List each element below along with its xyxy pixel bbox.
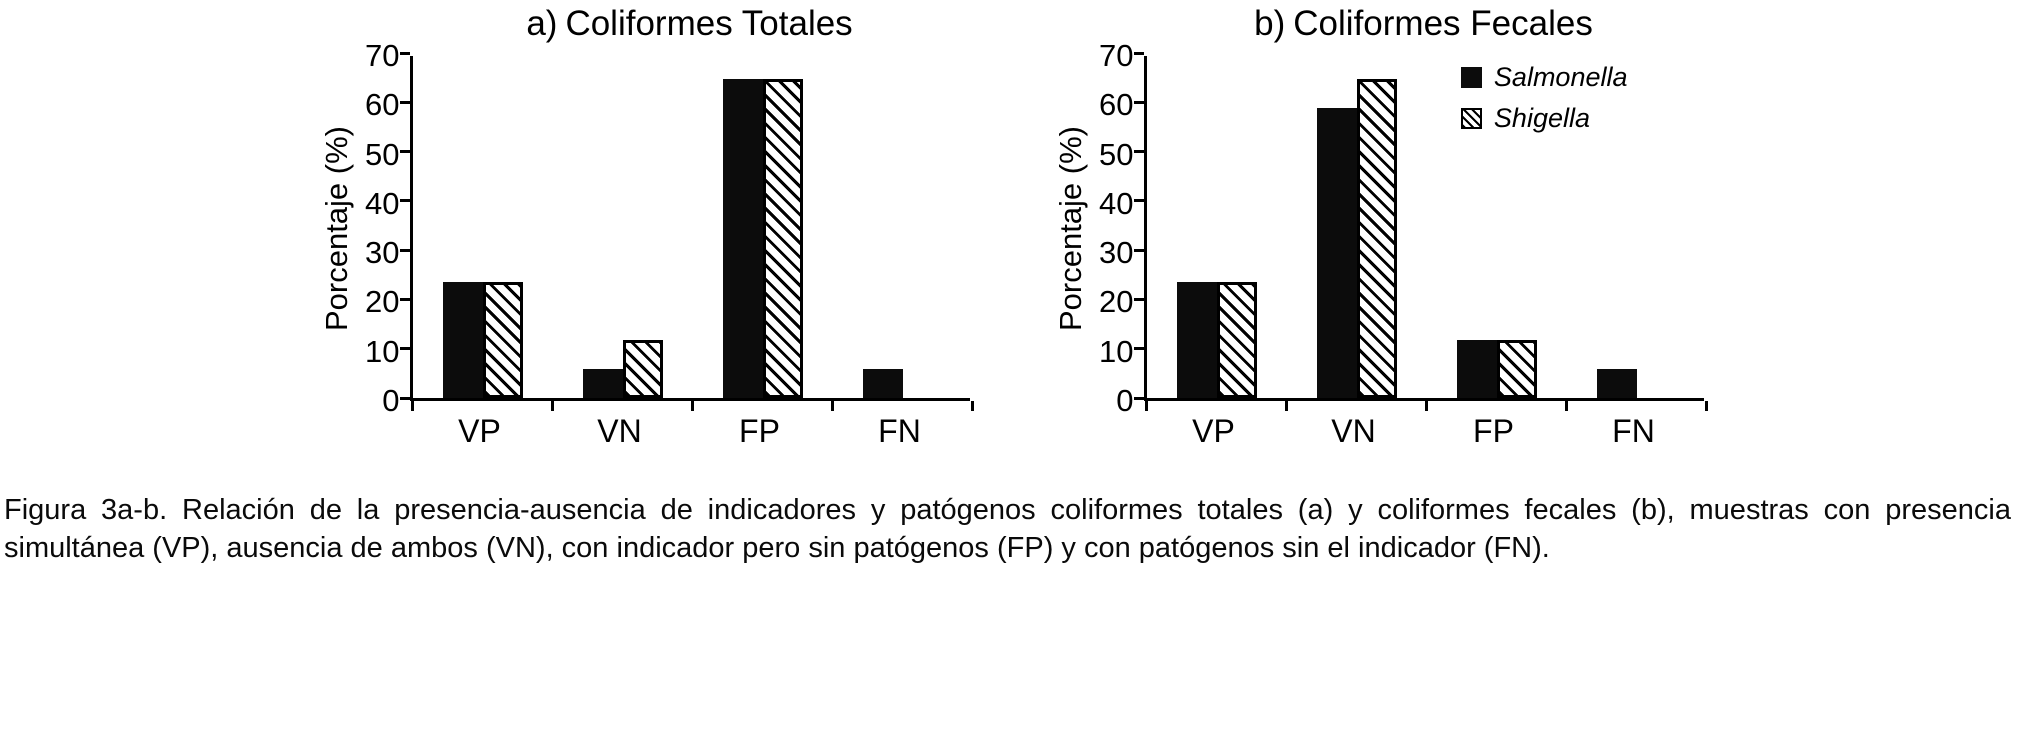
- bar-salmonella-fn: [862, 368, 903, 398]
- y-tick-mark: [1133, 100, 1144, 104]
- chart-a-y-axis-label: Porcentaje (%): [316, 56, 358, 401]
- chart-a-title-prefix: a): [526, 4, 558, 43]
- chart-a-title: a) Coliformes Totales: [410, 4, 970, 44]
- x-tick-mark: [551, 401, 554, 411]
- legend-item-shigella: Shigella: [1460, 103, 1628, 134]
- y-tick-mark: [399, 150, 410, 154]
- x-category-label: VN: [597, 413, 642, 449]
- legend-swatch-hatched-icon: [1460, 108, 1482, 129]
- y-tick-mark: [399, 396, 410, 400]
- chart-a-body: Porcentaje (%) 0 10 20 30 40 50 60 70: [316, 39, 974, 418]
- bar-salmonella-fn: [1596, 368, 1637, 398]
- bar-shigella-fp: [762, 79, 803, 398]
- y-axis-label-text: Porcentaje (%): [1052, 125, 1088, 332]
- chart-b-y-axis-label: Porcentaje (%): [1050, 56, 1092, 401]
- x-tick-mark: [691, 401, 694, 411]
- x-tick-mark: [831, 401, 834, 411]
- legend-label-shigella: Shigella: [1493, 103, 1590, 133]
- x-tick-mark: [971, 401, 974, 411]
- y-tick-label: 0: [1116, 383, 1134, 418]
- x-category-label: VP: [1192, 413, 1235, 449]
- y-tick-mark: [399, 199, 410, 203]
- x-tick-mark: [1565, 401, 1568, 411]
- bar-shigella-vp: [482, 282, 523, 398]
- y-tick-label: 10: [365, 333, 400, 369]
- y-tick-label: 40: [365, 185, 400, 221]
- chart-a-y-tick-labels: 0 10 20 30 40 50 60 70: [358, 39, 410, 418]
- chart-b-y-tick-labels: 0 10 20 30 40 50 60 70: [1092, 39, 1144, 418]
- x-tick-mark: [1145, 401, 1148, 411]
- legend-item-salmonella: Salmonella: [1460, 62, 1628, 93]
- y-tick-mark: [399, 248, 410, 252]
- y-tick-mark: [1133, 347, 1144, 351]
- chart-b-plot-area: Salmonella Shigella: [1133, 51, 1708, 411]
- chart-b-title-text: Coliformes Fecales: [1293, 4, 1593, 43]
- y-tick-mark: [1133, 396, 1144, 400]
- y-tick-mark: [399, 51, 410, 55]
- legend-swatch-solid-icon: [1460, 67, 1482, 88]
- bar-salmonella-fp: [722, 79, 763, 398]
- y-tick-label: 70: [365, 38, 400, 73]
- chart-a-x-category-labels: VP VN FP FN: [410, 401, 970, 450]
- x-category-label: FP: [739, 413, 780, 449]
- chart-b-title-prefix: b): [1254, 4, 1286, 43]
- chart-a-title-text: Coliformes Totales: [565, 4, 853, 43]
- charts-row: a) Coliformes Totales Porcentaje (%) 0 10 2…: [316, 4, 1708, 450]
- y-tick-mark: [1133, 199, 1144, 203]
- y-tick-label: 20: [365, 284, 400, 320]
- bar-shigella-vn: [1356, 79, 1397, 398]
- y-tick-label: 50: [1099, 136, 1134, 172]
- y-tick-mark: [399, 100, 410, 104]
- y-tick-label: 70: [1099, 38, 1134, 73]
- y-tick-label: 60: [365, 87, 400, 123]
- x-category-label: FN: [878, 413, 921, 449]
- x-category-label: FN: [1612, 413, 1655, 449]
- bar-salmonella-vp: [442, 282, 483, 398]
- bar-shigella-vn: [622, 339, 663, 398]
- y-tick-mark: [1133, 248, 1144, 252]
- x-category-label: VN: [1331, 413, 1376, 449]
- chart-coliformes-fecales: b) Coliformes Fecales Porcentaje (%) 0 10 2…: [1050, 4, 1708, 450]
- bar-salmonella-vn: [582, 368, 623, 398]
- y-tick-label: 30: [1099, 235, 1134, 271]
- y-tick-label: 20: [1099, 284, 1134, 320]
- legend-label-salmonella: Salmonella: [1493, 62, 1628, 92]
- y-tick-mark: [1133, 297, 1144, 301]
- bar-shigella-fp: [1496, 339, 1537, 398]
- x-tick-mark: [1285, 401, 1288, 411]
- y-tick-mark: [399, 347, 410, 351]
- x-category-label: VP: [458, 413, 501, 449]
- y-axis-label-text: Porcentaje (%): [318, 125, 354, 332]
- y-tick-label: 10: [1099, 333, 1134, 369]
- chart-b-x-category-labels: VP VN FP FN: [1144, 401, 1704, 450]
- figure-caption: Figura 3a-b. Relación de la presencia-au…: [4, 494, 2011, 564]
- y-tick-label: 30: [365, 235, 400, 271]
- y-tick-label: 60: [1099, 87, 1134, 123]
- chart-b-body: Porcentaje (%) 0 10 20 30 40 50 60 70 Salmonell…: [1050, 39, 1708, 418]
- y-tick-label: 0: [382, 383, 400, 418]
- y-tick-label: 40: [1099, 185, 1134, 221]
- legend: Salmonella Shigella: [1456, 60, 1632, 136]
- chart-a-plot-area: [399, 51, 974, 411]
- y-tick-mark: [1133, 51, 1144, 55]
- chart-coliformes-totales: a) Coliformes Totales Porcentaje (%) 0 10 2…: [316, 4, 974, 450]
- bar-salmonella-vp: [1176, 282, 1217, 398]
- y-tick-label: 50: [365, 136, 400, 172]
- bar-salmonella-fp: [1456, 339, 1497, 398]
- y-tick-mark: [1133, 150, 1144, 154]
- bar-salmonella-vn: [1316, 108, 1357, 398]
- chart-b-title: b) Coliformes Fecales: [1144, 4, 1704, 44]
- y-tick-mark: [399, 297, 410, 301]
- bar-shigella-vp: [1216, 282, 1257, 398]
- x-tick-mark: [1425, 401, 1428, 411]
- x-category-label: FP: [1473, 413, 1514, 449]
- x-tick-mark: [411, 401, 414, 411]
- x-tick-mark: [1705, 401, 1708, 411]
